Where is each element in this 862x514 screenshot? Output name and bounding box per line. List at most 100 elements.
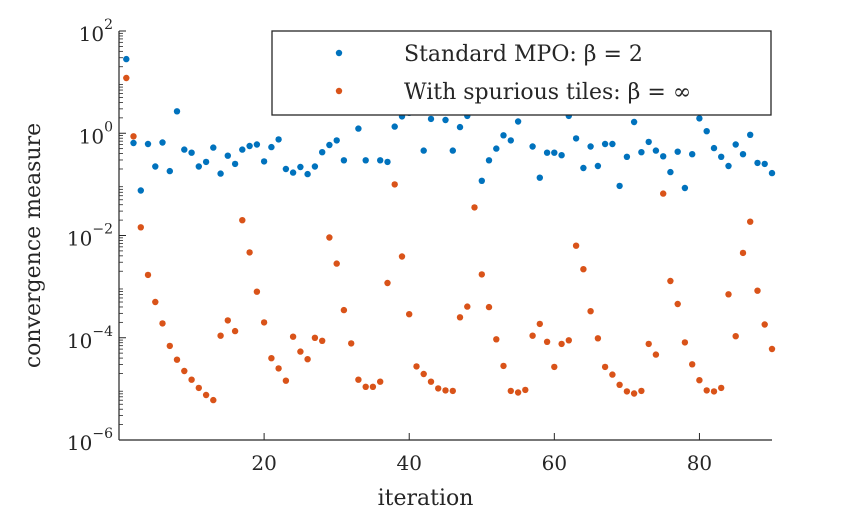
point-standard-mpo bbox=[195, 163, 202, 170]
axes: 20 40 60 80 102 100 10−2 10−4 10−6 iteration conve… bbox=[21, 17, 772, 511]
point-spurious-tiles bbox=[551, 363, 558, 371]
point-spurious-tiles bbox=[319, 337, 326, 344]
y-axis-label: convergence measure bbox=[21, 123, 46, 368]
point-standard-mpo bbox=[181, 146, 188, 153]
point-standard-mpo bbox=[355, 125, 362, 132]
point-standard-mpo bbox=[761, 160, 768, 168]
point-spurious-tiles bbox=[609, 371, 616, 378]
point-standard-mpo bbox=[732, 141, 739, 148]
point-spurious-tiles bbox=[130, 133, 137, 140]
point-spurious-tiles bbox=[246, 249, 253, 256]
point-standard-mpo bbox=[572, 135, 580, 142]
point-standard-mpo bbox=[260, 158, 268, 165]
point-spurious-tiles bbox=[391, 181, 398, 188]
point-standard-mpo bbox=[253, 141, 261, 148]
point-spurious-tiles bbox=[362, 383, 369, 390]
point-spurious-tiles bbox=[572, 242, 580, 249]
point-standard-mpo bbox=[311, 163, 319, 170]
point-standard-mpo bbox=[507, 137, 514, 144]
point-spurious-tiles bbox=[703, 387, 710, 394]
point-standard-mpo bbox=[377, 157, 384, 164]
point-spurious-tiles bbox=[514, 389, 522, 396]
point-spurious-tiles bbox=[326, 234, 333, 241]
point-standard-mpo bbox=[333, 137, 340, 144]
point-spurious-tiles bbox=[217, 332, 224, 339]
point-standard-mpo bbox=[449, 147, 456, 154]
point-standard-mpo bbox=[224, 152, 231, 159]
point-standard-mpo bbox=[652, 147, 660, 154]
point-spurious-tiles bbox=[456, 314, 464, 321]
point-spurious-tiles bbox=[623, 388, 631, 395]
point-standard-mpo bbox=[217, 170, 224, 177]
point-standard-mpo bbox=[188, 149, 195, 156]
point-spurious-tiles bbox=[369, 383, 377, 390]
point-spurious-tiles bbox=[210, 396, 217, 404]
point-standard-mpo bbox=[623, 153, 631, 160]
point-spurious-tiles bbox=[558, 340, 565, 348]
point-spurious-tiles bbox=[638, 387, 645, 395]
point-spurious-tiles bbox=[406, 311, 413, 318]
point-spurious-tiles bbox=[398, 253, 406, 260]
point-standard-mpo bbox=[202, 158, 210, 166]
point-standard-mpo bbox=[725, 162, 732, 170]
point-spurious-tiles bbox=[442, 387, 449, 394]
point-spurious-tiles bbox=[522, 386, 529, 394]
point-spurious-tiles bbox=[144, 271, 152, 279]
point-standard-mpo bbox=[384, 158, 391, 166]
point-standard-mpo bbox=[514, 118, 522, 125]
point-spurious-tiles bbox=[260, 319, 268, 326]
point-spurious-tiles bbox=[725, 291, 732, 298]
point-spurious-tiles bbox=[188, 376, 195, 383]
point-spurious-tiles bbox=[449, 387, 456, 395]
point-spurious-tiles bbox=[732, 333, 739, 340]
point-standard-mpo bbox=[282, 165, 290, 173]
point-spurious-tiles bbox=[543, 338, 551, 345]
point-spurious-tiles bbox=[768, 345, 776, 353]
point-spurious-tiles bbox=[667, 277, 674, 285]
point-spurious-tiles bbox=[471, 204, 478, 211]
point-standard-mpo bbox=[275, 136, 282, 143]
point-spurious-tiles bbox=[536, 320, 543, 328]
point-standard-mpo bbox=[558, 152, 565, 159]
y-tick-label: 100 bbox=[79, 119, 113, 148]
point-standard-mpo bbox=[442, 116, 449, 124]
point-spurious-tiles bbox=[239, 217, 246, 224]
point-spurious-tiles bbox=[616, 381, 623, 388]
point-standard-mpo bbox=[456, 123, 464, 131]
x-tick-label: 20 bbox=[251, 451, 276, 475]
point-standard-mpo bbox=[289, 169, 297, 176]
point-standard-mpo bbox=[739, 151, 747, 158]
point-standard-mpo bbox=[340, 157, 348, 164]
point-standard-mpo bbox=[660, 153, 667, 160]
point-standard-mpo bbox=[529, 143, 536, 150]
point-standard-mpo bbox=[710, 144, 718, 152]
point-standard-mpo bbox=[420, 147, 427, 154]
point-spurious-tiles bbox=[181, 367, 188, 375]
point-spurious-tiles bbox=[195, 384, 202, 392]
point-standard-mpo bbox=[645, 138, 652, 146]
point-standard-mpo bbox=[478, 177, 485, 184]
point-spurious-tiles bbox=[587, 308, 594, 315]
point-standard-mpo bbox=[674, 148, 681, 155]
point-spurious-tiles bbox=[747, 218, 754, 225]
point-spurious-tiles bbox=[645, 340, 652, 348]
point-spurious-tiles bbox=[739, 249, 747, 257]
x-axis-label: iteration bbox=[378, 486, 474, 511]
series-spurious-tiles bbox=[123, 74, 776, 404]
point-spurious-tiles bbox=[311, 334, 319, 341]
legend-marker bbox=[335, 87, 343, 95]
point-spurious-tiles bbox=[173, 356, 181, 363]
point-standard-mpo bbox=[754, 159, 761, 167]
point-standard-mpo bbox=[616, 182, 623, 190]
point-spurious-tiles bbox=[377, 378, 384, 385]
point-spurious-tiles bbox=[297, 348, 304, 355]
legend-marker bbox=[335, 49, 343, 57]
point-spurious-tiles bbox=[681, 339, 689, 346]
point-spurious-tiles bbox=[718, 384, 725, 392]
point-spurious-tiles bbox=[630, 390, 638, 397]
point-standard-mpo bbox=[319, 149, 326, 156]
legend-box bbox=[271, 30, 772, 116]
point-spurious-tiles bbox=[275, 365, 282, 372]
point-spurious-tiles bbox=[689, 361, 696, 368]
